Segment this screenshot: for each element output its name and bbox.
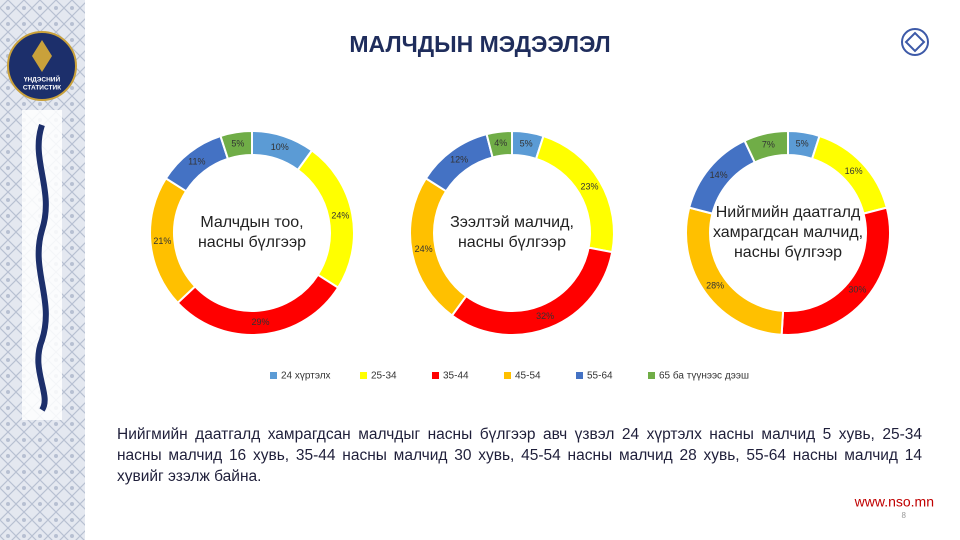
- corner-emblem: [901, 28, 929, 56]
- data-label: 23%: [580, 182, 598, 192]
- data-label: 32%: [536, 311, 554, 321]
- data-label: 4%: [494, 138, 507, 148]
- legend-swatch: [432, 372, 439, 379]
- legend-swatch: [360, 372, 367, 379]
- page-number: 8: [902, 511, 907, 520]
- legend-swatch: [576, 372, 583, 379]
- data-label: 30%: [848, 285, 866, 295]
- donut-center-label: насны бүлгээр: [198, 234, 306, 251]
- donut-center-label: Нийгмийн даатгалд: [716, 204, 861, 221]
- legend-label: 35-44: [443, 371, 469, 382]
- donut-center-label: Зээлтэй малчид,: [450, 214, 574, 231]
- donut-segment: [450, 246, 614, 336]
- legend-swatch: [648, 372, 655, 379]
- donut-segment: [219, 129, 253, 161]
- data-label: 11%: [188, 156, 205, 166]
- data-label: 24%: [331, 211, 349, 221]
- data-label: 5%: [520, 138, 533, 148]
- logo-text: ҮНДЭСНИЙ: [24, 75, 61, 84]
- data-label: 28%: [706, 280, 724, 290]
- donut-center-label: Малчдын тоо,: [200, 214, 303, 231]
- data-label: 5%: [796, 138, 809, 148]
- legend-label: 65 ба түүнээс дээш: [659, 370, 749, 382]
- donut-center-label: хамрагдсан малчид,: [713, 224, 863, 241]
- donut-segment: [485, 129, 513, 159]
- footer-url: www.nso.mn: [854, 494, 934, 510]
- slide-title: МАЛЧДЫН МЭДЭЭЛЭЛ: [349, 31, 610, 57]
- donut-center-label: насны бүлгээр: [458, 234, 566, 251]
- data-label: 7%: [762, 140, 775, 150]
- data-label: 12%: [450, 155, 468, 165]
- data-label: 10%: [271, 142, 289, 152]
- donut-center-label: насны бүлгээр: [734, 244, 842, 261]
- legend-swatch: [504, 372, 511, 379]
- logo-emblem: [32, 40, 52, 72]
- legend-label: 55-64: [587, 371, 613, 382]
- paragraph: Нийгмийн даатгалд хамрагдсан малчдыг нас…: [117, 426, 922, 485]
- mongolian-script: [35, 124, 49, 412]
- legend-label: 24 хүртэлх: [281, 371, 331, 382]
- data-label: 16%: [845, 166, 863, 176]
- data-label: 24%: [415, 244, 433, 254]
- data-label: 29%: [251, 317, 269, 327]
- donut-segment: [743, 129, 789, 164]
- legend-label: 25-34: [371, 371, 397, 382]
- legend-swatch: [270, 372, 277, 379]
- data-label: 14%: [710, 170, 728, 180]
- legend-label: 45-54: [515, 371, 541, 382]
- data-label: 5%: [231, 138, 244, 148]
- data-label: 21%: [153, 236, 171, 246]
- logo-text: СТАТИСТИК: [23, 85, 61, 92]
